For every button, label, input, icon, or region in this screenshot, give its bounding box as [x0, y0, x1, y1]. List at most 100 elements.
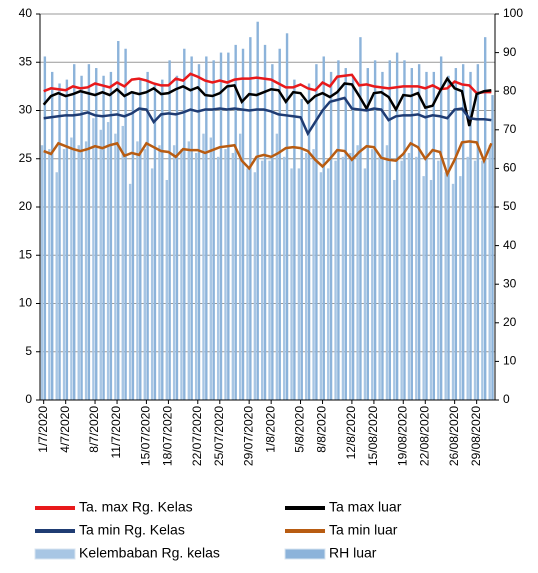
bar [400, 160, 403, 400]
bar [227, 52, 230, 400]
bar [216, 156, 220, 400]
bar [307, 83, 311, 400]
x-tick-label: 15/08/2020 [366, 406, 380, 466]
y2-tick-label: 100 [503, 6, 523, 20]
y-tick-label: 40 [19, 6, 33, 20]
y2-tick-label: 20 [503, 315, 517, 329]
bar [363, 168, 367, 400]
bar [109, 71, 113, 401]
bar [459, 176, 462, 400]
y-tick-label: 0 [25, 392, 32, 406]
bar [253, 172, 257, 400]
bar [114, 133, 117, 400]
bar [175, 75, 179, 400]
bar [84, 141, 88, 400]
bar [187, 141, 191, 400]
bar [99, 129, 102, 401]
bar [439, 56, 443, 401]
bar [121, 125, 124, 400]
x-tick-label: 18/07/2020 [161, 406, 175, 466]
line [43, 72, 492, 95]
bar [378, 156, 381, 400]
bar [70, 137, 73, 400]
bar [425, 71, 428, 401]
line [42, 76, 492, 127]
bar [322, 56, 325, 401]
bar [305, 152, 308, 400]
bar [290, 168, 293, 400]
bar [263, 44, 267, 400]
bar [231, 152, 235, 400]
x-tick-label: 4/7/2020 [58, 406, 72, 453]
bar [219, 52, 223, 400]
bar [483, 37, 487, 400]
legend-swatch [284, 548, 326, 560]
bar [319, 172, 323, 400]
bar [51, 71, 54, 401]
y-tick-label: 5 [25, 344, 32, 358]
bar [403, 60, 406, 400]
y-tick-label: 20 [19, 199, 33, 213]
x-tick-label: 29/08/2020 [469, 406, 483, 466]
bar [249, 37, 252, 400]
bar [278, 48, 281, 401]
bar [393, 179, 396, 400]
legend-label: Kelembaban Rg. kelas [79, 545, 220, 561]
bar [329, 71, 333, 401]
y2-tick-label: 70 [503, 122, 517, 136]
y-tick-label: 35 [19, 54, 33, 68]
line [43, 96, 492, 137]
bar [283, 156, 286, 400]
bar [139, 79, 142, 401]
bar [388, 60, 391, 400]
bar [128, 183, 132, 400]
legend-label: Ta min Rg. Kelas [79, 522, 185, 538]
bar [466, 156, 469, 400]
bar [285, 33, 289, 401]
y2-tick-label: 40 [503, 238, 517, 252]
legend-label: Ta. max Rg. Kelas [79, 499, 193, 515]
bar [77, 145, 80, 400]
bar [356, 145, 359, 400]
y2-tick-label: 30 [503, 276, 517, 290]
bar [73, 64, 76, 401]
x-tick-label: 26/08/2020 [447, 406, 461, 466]
y2-tick-label: 90 [503, 45, 517, 59]
y-tick-label: 15 [19, 247, 33, 261]
bar [180, 149, 183, 400]
bar [417, 64, 421, 401]
bar [469, 71, 472, 401]
bar [117, 41, 120, 401]
x-tick-label: 25/07/2020 [212, 406, 226, 466]
line [43, 140, 493, 178]
bar [146, 71, 149, 401]
bar [371, 149, 374, 400]
bar [422, 176, 425, 400]
bar [344, 68, 347, 400]
y2-tick-label: 50 [503, 199, 517, 213]
bar [158, 145, 161, 400]
bar [62, 149, 66, 400]
bar [261, 160, 264, 400]
bar [268, 160, 271, 400]
bar [136, 141, 139, 400]
x-tick-label: 22/08/2020 [417, 406, 431, 466]
bar [351, 75, 355, 400]
bar [238, 133, 242, 400]
bar [437, 160, 440, 400]
bar [275, 133, 279, 400]
bar [315, 64, 318, 401]
bar [349, 152, 352, 400]
bar [297, 168, 301, 400]
bar [165, 179, 169, 400]
y2-tick-label: 0 [503, 392, 510, 406]
legend-swatch [34, 548, 76, 560]
y2-tick-label: 80 [503, 83, 517, 97]
bar [48, 149, 51, 400]
bar [168, 60, 171, 400]
bar [197, 64, 201, 401]
x-tick-label: 8/7/2020 [87, 406, 101, 453]
bar [312, 149, 315, 400]
bar [432, 71, 436, 401]
bar [43, 56, 47, 401]
